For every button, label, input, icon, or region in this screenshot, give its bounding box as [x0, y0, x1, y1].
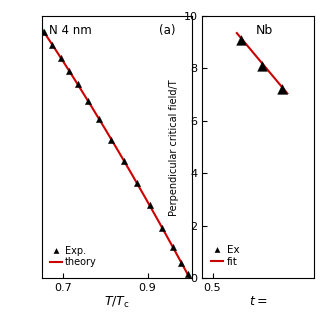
Legend: Exp., theory: Exp., theory [50, 245, 98, 268]
Point [75, 82, 80, 87]
Text: N 4 nm: N 4 nm [49, 24, 92, 37]
Text: Nb: Nb [256, 24, 273, 37]
X-axis label: $T/T_\mathrm{c}$: $T/T_\mathrm{c}$ [104, 295, 130, 310]
Point [260, 63, 265, 68]
Point [147, 203, 152, 208]
Point [109, 137, 114, 142]
Point [170, 245, 175, 250]
Point [122, 159, 127, 164]
Point [160, 226, 165, 231]
Text: (a): (a) [159, 24, 175, 37]
Point [41, 29, 46, 34]
Point [280, 87, 285, 92]
Point [134, 180, 140, 186]
Point [96, 116, 101, 121]
Point [185, 272, 190, 277]
Point [179, 260, 184, 265]
Point [67, 68, 72, 73]
Point [50, 42, 55, 47]
Legend: Ex, fit: Ex, fit [210, 244, 240, 268]
Y-axis label: Perpendicular critical field/T: Perpendicular critical field/T [169, 79, 180, 215]
Point [238, 37, 244, 42]
X-axis label: $t=$: $t=$ [249, 295, 267, 308]
Point [58, 55, 63, 60]
Point [86, 99, 91, 104]
